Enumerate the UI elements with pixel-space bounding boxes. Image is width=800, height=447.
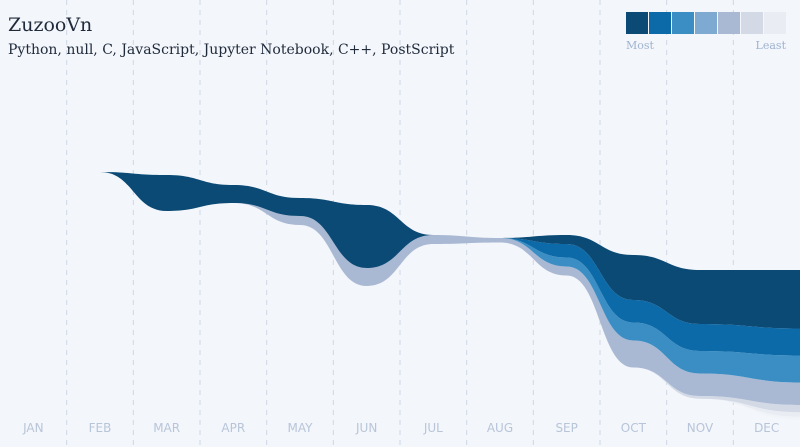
color-legend: Most Least [626,12,790,52]
legend-swatch-2 [649,12,671,34]
legend-swatch-6 [741,12,763,34]
month-label-oct: OCT [621,421,647,435]
legend-swatch-3 [672,12,694,34]
legend-swatch-4 [695,12,717,34]
stream-layer-null [100,172,800,356]
stream-layer-javascript [100,172,800,405]
page-title: ZuzooVn [8,14,93,36]
legend-swatch-5 [718,12,740,34]
month-label-jul: JUL [423,421,443,435]
legend-swatch-7 [764,12,786,34]
legend-swatch-1 [626,12,648,34]
month-label-nov: NOV [687,421,714,435]
month-label-dec: DEC [754,421,779,435]
month-label-mar: MAR [153,421,180,435]
month-label-jun: JUN [355,421,377,435]
month-label-aug: AUG [487,421,513,435]
legend-swatches [626,12,790,34]
month-label-sep: SEP [555,421,577,435]
legend-labels: Most Least [626,39,786,52]
month-label-jan: JAN [22,421,44,435]
legend-least-label: Least [755,39,786,52]
month-label-may: MAY [288,421,314,435]
month-label-feb: FEB [89,421,112,435]
language-list-subtitle: Python, null, C, JavaScript, Jupyter Not… [8,42,455,58]
month-label-apr: APR [221,421,245,435]
legend-most-label: Most [626,39,654,52]
stream-layer-c [100,172,800,383]
stream-layer-python [100,172,800,329]
